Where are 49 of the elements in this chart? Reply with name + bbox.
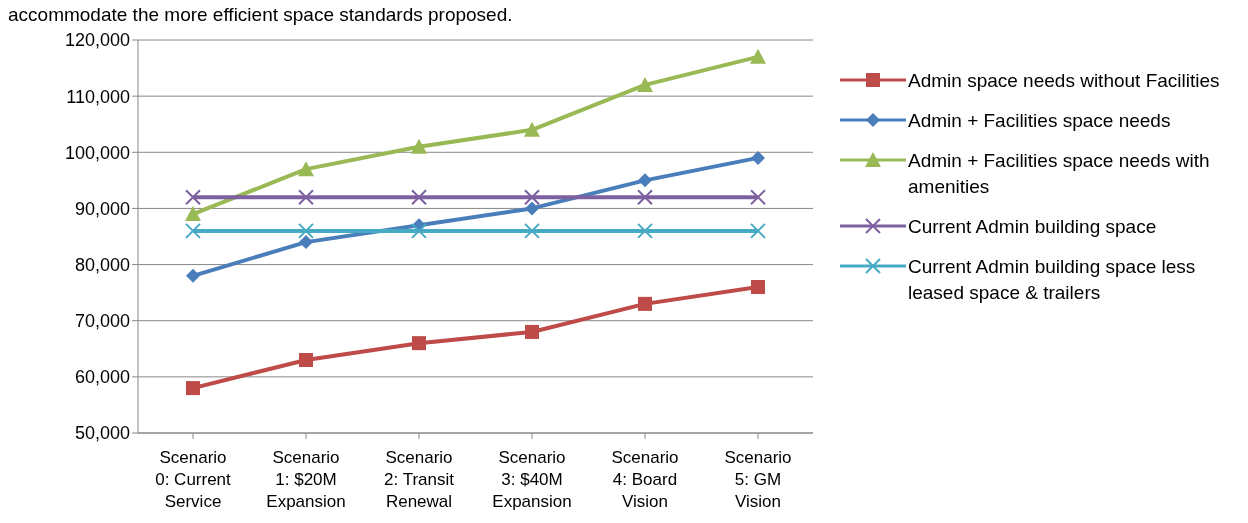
point [298, 189, 314, 206]
x-tick-label: Scenario 3: $40M Expansion [492, 448, 572, 511]
y-tick-label: 80,000 [74, 254, 130, 275]
y-tick-label: 50,000 [74, 423, 130, 444]
point [751, 280, 765, 295]
point [750, 189, 766, 206]
point [637, 222, 653, 239]
legend-label: Current Admin building space [908, 215, 1157, 239]
point [185, 189, 201, 206]
point [412, 336, 426, 351]
x-tick-label: Scenario 5: GM Vision [724, 448, 792, 511]
point [298, 161, 314, 177]
point [411, 189, 427, 206]
x-tick-label: Scenario 0: Current Service [155, 448, 232, 511]
point [186, 381, 200, 396]
point [524, 222, 540, 239]
y-tick-label: 110,000 [66, 86, 130, 107]
point [638, 296, 652, 311]
point [524, 189, 540, 206]
point [525, 201, 539, 216]
x-tick-label: Scenario 2: Transit Renewal [384, 448, 455, 511]
y-tick-label: 60,000 [74, 367, 130, 388]
legend-label: Current Admin building space less leased space & trailers [908, 255, 1197, 305]
y-tick-label: 100,000 [64, 142, 130, 163]
point [185, 206, 201, 222]
point [638, 173, 652, 188]
text: accommodate the more efficient space standards proposed. [8, 4, 513, 26]
point [750, 222, 766, 239]
y-tick-label: 70,000 [74, 311, 130, 332]
point [525, 324, 539, 339]
point [637, 76, 653, 92]
legend-label: Admin + Facilities space needs with amenities [908, 149, 1211, 199]
point [637, 189, 653, 206]
point [411, 138, 427, 154]
point [524, 121, 540, 137]
point [185, 222, 201, 239]
point [299, 353, 313, 368]
y-tick-label: 120,000 [64, 30, 130, 51]
point [299, 235, 313, 250]
y-tick-label: 90,000 [74, 198, 130, 219]
x-tick-label: Scenario 1: $20M Expansion [266, 448, 346, 511]
legend-label: Admin + Facilities space needs [908, 109, 1171, 133]
point [750, 48, 766, 64]
x-tick-label: Scenario 4: Board Vision [611, 448, 679, 511]
legend-label: Admin space needs without Facilities [908, 69, 1220, 93]
point [751, 150, 765, 165]
point [411, 222, 427, 239]
point [186, 268, 200, 283]
point [298, 222, 314, 239]
